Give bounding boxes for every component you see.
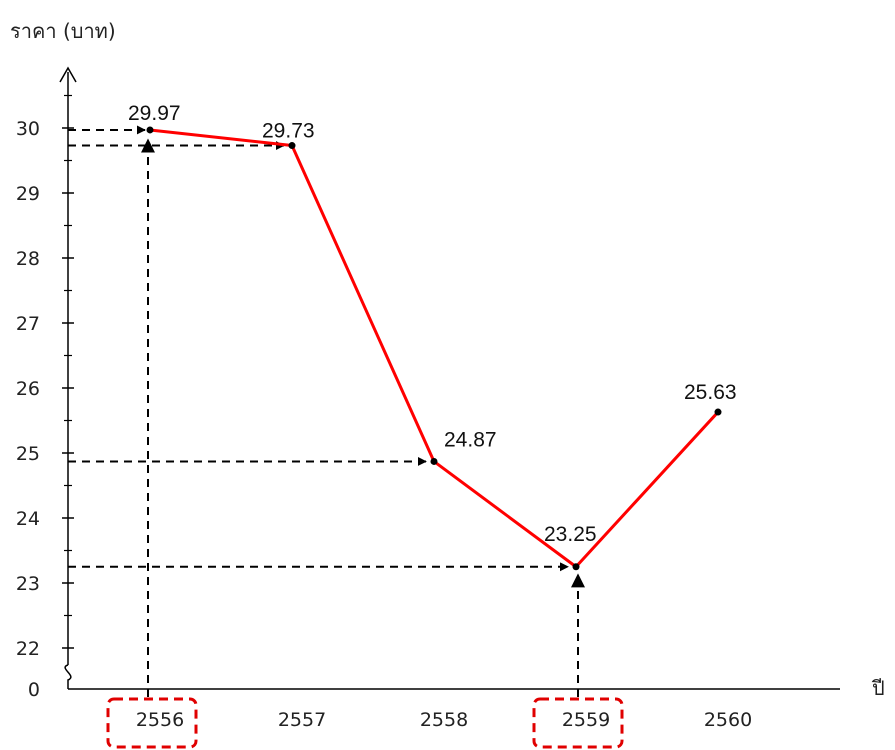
- y-tick-label: 23: [16, 573, 40, 595]
- series-group: 29.97 29.73 24.87 23.25 25.63: [128, 102, 737, 571]
- highlight-boxes: [106, 697, 624, 749]
- y-tick-label: 30: [16, 118, 40, 140]
- y-ticks: 0 22 23 24 25 26 27 28 29 30: [16, 94, 74, 701]
- y-axis: [59, 66, 77, 689]
- x-axis-title: ปี: [872, 676, 885, 700]
- data-point-2560: [714, 408, 722, 416]
- data-point-2557: [288, 142, 296, 150]
- y-tick-label: 27: [16, 313, 40, 335]
- y-tick-label: 26: [16, 378, 40, 400]
- data-point-2559: [572, 563, 580, 571]
- x-ticks: 2556 2557 2558 2559 2560: [136, 709, 752, 731]
- highlight-box-2559: [532, 697, 624, 749]
- x-tick-label: 2557: [278, 709, 326, 731]
- x-tick-label: 2558: [420, 709, 468, 731]
- data-label-2560: 25.63: [684, 381, 737, 404]
- guide-arrows: [68, 125, 585, 697]
- y-tick-label: 29: [16, 183, 40, 205]
- y-tick-label: 0: [28, 679, 40, 701]
- data-label-2559: 23.25: [544, 523, 597, 546]
- y-tick-label: 28: [16, 248, 40, 270]
- x-tick-label: 2560: [704, 709, 752, 731]
- series-line: [149, 128, 720, 569]
- axis-break-mark: [64, 664, 72, 689]
- y-axis-title: ราคา (บาท): [10, 19, 116, 43]
- highlight-box-2556: [106, 697, 198, 749]
- data-label-2558: 24.87: [444, 428, 497, 451]
- y-tick-label: 22: [16, 638, 40, 660]
- x-tick-label: 2556: [136, 709, 184, 731]
- data-point-2558: [430, 457, 438, 465]
- x-tick-label: 2559: [562, 709, 610, 731]
- y-tick-label: 24: [16, 508, 40, 530]
- data-label-2556: 29.97: [128, 102, 181, 125]
- y-tick-label: 25: [16, 443, 40, 465]
- data-point-2556: [146, 126, 154, 134]
- data-label-2557: 29.73: [262, 120, 315, 143]
